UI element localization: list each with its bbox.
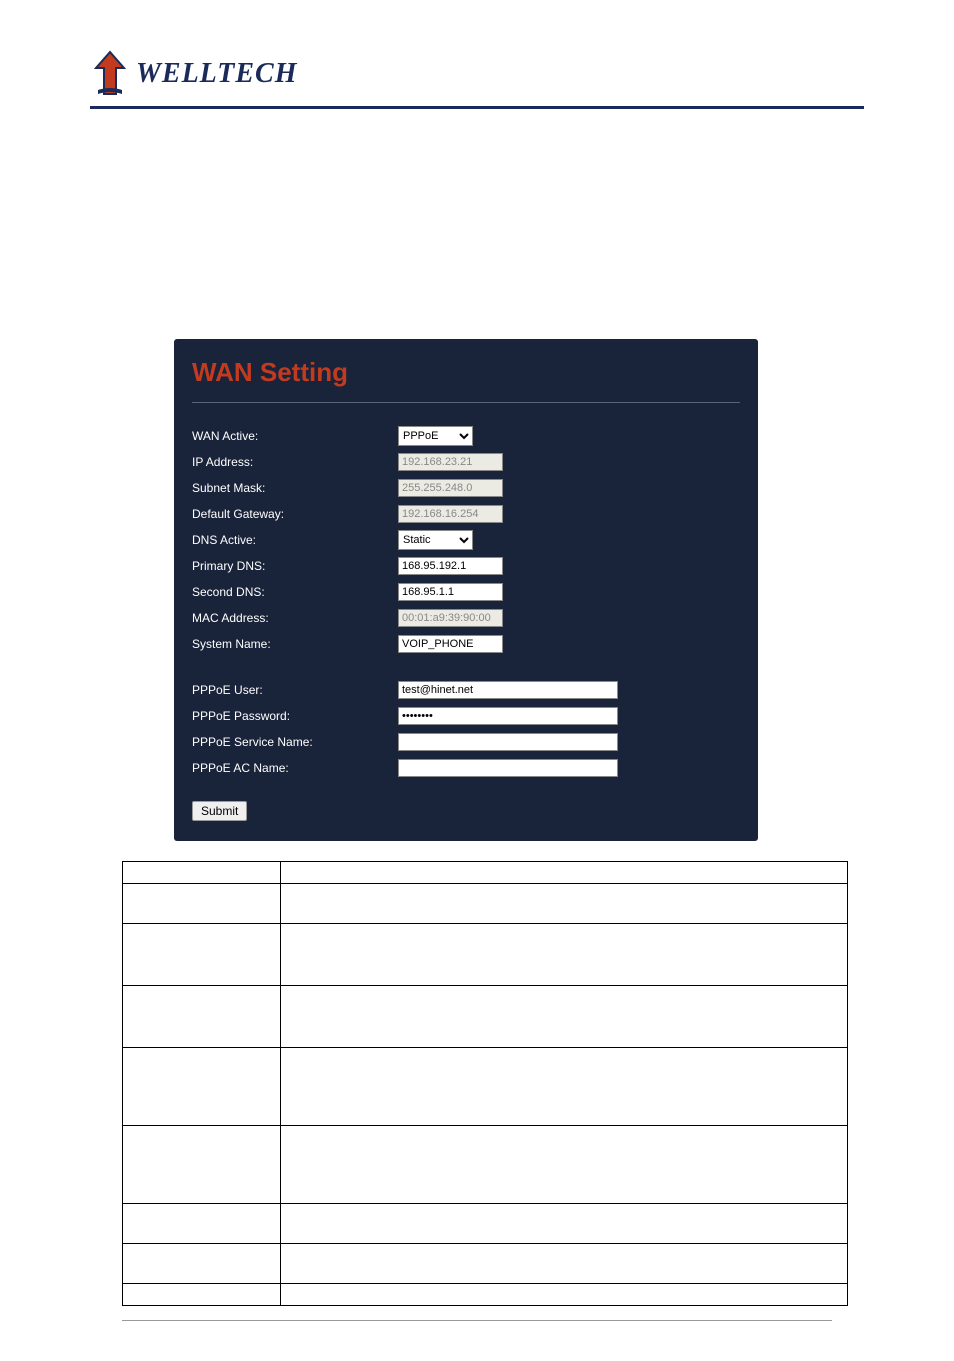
logo-text: WELLTECH <box>136 58 298 90</box>
table-cell <box>281 862 848 884</box>
second-dns-input[interactable] <box>398 583 503 601</box>
pppoe-password-input[interactable] <box>398 707 618 725</box>
table-row <box>123 1204 848 1244</box>
table-cell <box>281 986 848 1048</box>
panel-title: WAN Setting <box>192 357 740 388</box>
system-name-label: System Name: <box>192 637 398 651</box>
pppoe-user-input[interactable] <box>398 681 618 699</box>
subnet-mask-label: Subnet Mask: <box>192 481 398 495</box>
wan-setting-panel: WAN Setting WAN Active: PPPoE IP Address… <box>174 339 758 841</box>
table-cell <box>123 924 281 986</box>
wan-active-label: WAN Active: <box>192 429 398 443</box>
info-table <box>122 861 848 1306</box>
table-row <box>123 1244 848 1284</box>
footer-divider <box>122 1320 832 1321</box>
wan-active-select[interactable]: PPPoE <box>398 426 473 446</box>
mac-address-label: MAC Address: <box>192 611 398 625</box>
table-cell <box>123 1284 281 1306</box>
primary-dns-label: Primary DNS: <box>192 559 398 573</box>
table-cell <box>281 924 848 986</box>
panel-divider <box>192 402 740 403</box>
table-row <box>123 1284 848 1306</box>
table-cell <box>281 1244 848 1284</box>
ip-address-input <box>398 453 503 471</box>
table-cell <box>281 1126 848 1204</box>
table-cell <box>123 1048 281 1126</box>
default-gateway-input <box>398 505 503 523</box>
pppoe-service-input[interactable] <box>398 733 618 751</box>
table-row <box>123 884 848 924</box>
second-dns-label: Second DNS: <box>192 585 398 599</box>
mac-address-input <box>398 609 503 627</box>
table-row <box>123 1126 848 1204</box>
dns-active-label: DNS Active: <box>192 533 398 547</box>
table-row <box>123 1048 848 1126</box>
table-cell <box>281 1284 848 1306</box>
pppoe-service-label: PPPoE Service Name: <box>192 735 398 749</box>
system-name-input[interactable] <box>398 635 503 653</box>
pppoe-password-label: PPPoE Password: <box>192 709 398 723</box>
table-cell <box>123 1126 281 1204</box>
pppoe-user-label: PPPoE User: <box>192 683 398 697</box>
table-row <box>123 924 848 986</box>
table-cell <box>123 986 281 1048</box>
default-gateway-label: Default Gateway: <box>192 507 398 521</box>
logo-icon <box>90 50 130 98</box>
table-row <box>123 862 848 884</box>
table-cell <box>281 1048 848 1126</box>
table-cell <box>123 862 281 884</box>
table-cell <box>123 1204 281 1244</box>
table-cell <box>123 1244 281 1284</box>
table-cell <box>281 1204 848 1244</box>
pppoe-ac-label: PPPoE AC Name: <box>192 761 398 775</box>
dns-active-select[interactable]: Static <box>398 530 473 550</box>
table-cell <box>123 884 281 924</box>
table-row <box>123 986 848 1048</box>
table-cell <box>281 884 848 924</box>
pppoe-ac-input[interactable] <box>398 759 618 777</box>
ip-address-label: IP Address: <box>192 455 398 469</box>
submit-button[interactable]: Submit <box>192 801 247 821</box>
primary-dns-input[interactable] <box>398 557 503 575</box>
header: WELLTECH <box>90 50 864 109</box>
subnet-mask-input <box>398 479 503 497</box>
